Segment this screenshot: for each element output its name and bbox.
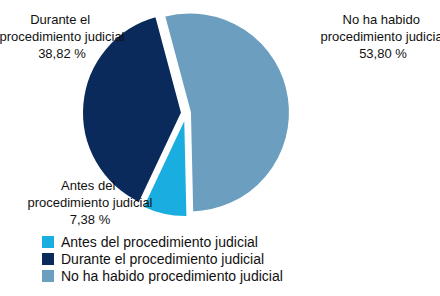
slice-value-label: 53,80 % [359,46,407,61]
pie-slice [164,12,290,212]
legend: Antes del procedimiento judicialDurante … [42,234,283,284]
legend-label: Antes del procedimiento judicial [61,234,258,250]
slice-label: Durante el procedimiento judicial [0,12,125,44]
pie-slice [82,16,182,203]
slice-label: Antes del procedimiento judicial [27,178,152,210]
legend-swatch [42,270,54,282]
legend-label: Durante el procedimiento judicial [61,251,264,267]
legend-label: No ha habido procedimiento judicial [61,268,283,284]
slice-value-label: 38,82 % [38,46,86,61]
slice-value-label: 7,38 % [70,212,111,227]
chart: Antes del procedimiento judicial 7,38 % Du… [0,0,440,296]
legend-swatch [42,253,54,265]
legend-swatch [42,236,54,248]
slice-label: No ha habido procedimiento judicial [320,12,440,44]
